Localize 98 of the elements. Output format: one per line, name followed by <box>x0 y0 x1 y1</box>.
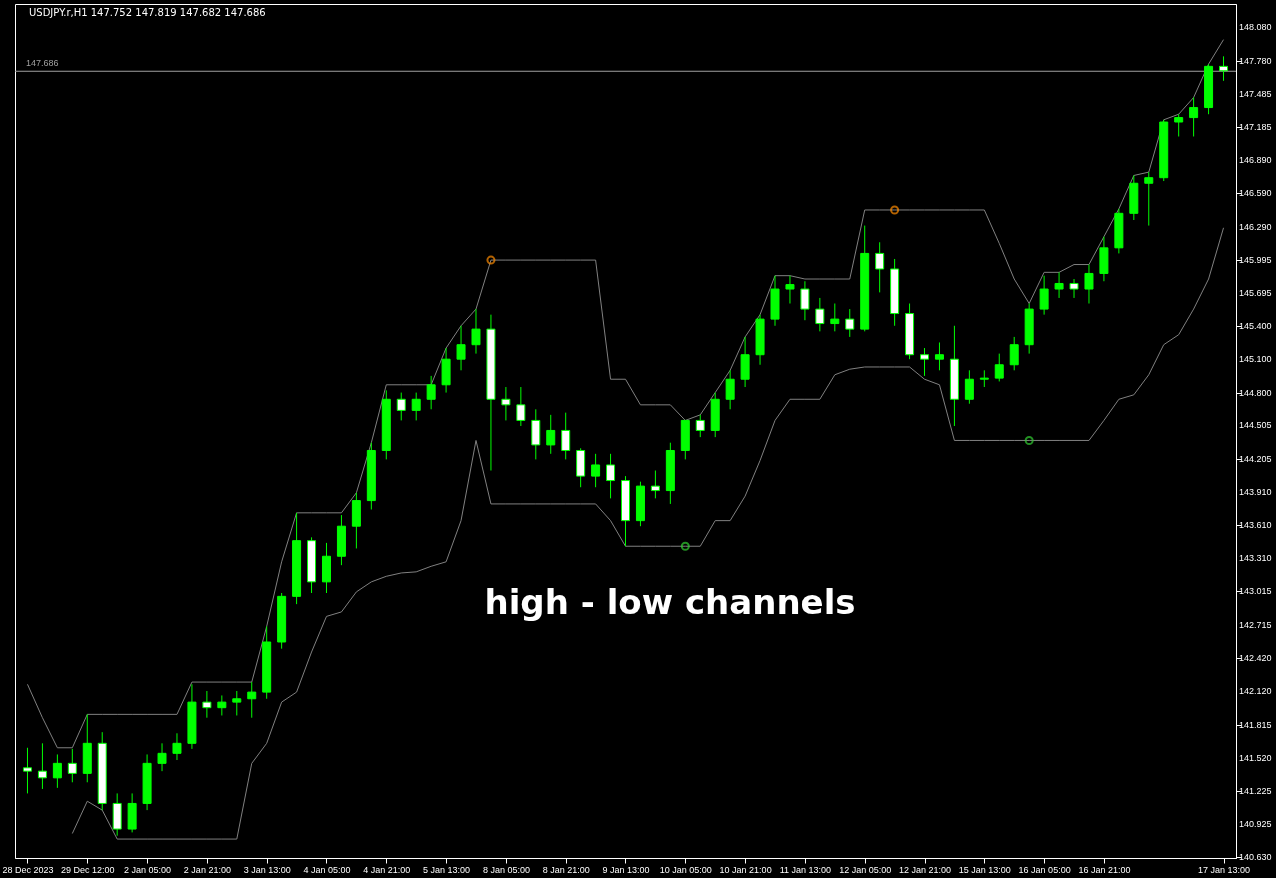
y-tick-label: 145.400 <box>1239 320 1272 331</box>
y-tick-label: 143.910 <box>1239 486 1272 497</box>
x-tick-label: 3 Jan 13:00 <box>243 864 291 875</box>
candlestick <box>546 414 556 455</box>
y-tick-label: 147.780 <box>1239 55 1272 66</box>
y-tick-label: 142.420 <box>1239 652 1272 663</box>
chart-title: USDJPY.r,H1 147.752 147.819 147.682 147.686 <box>29 7 266 18</box>
x-tick-label: 2 Jan 21:00 <box>183 864 231 875</box>
point <box>680 541 690 551</box>
candlestick <box>875 241 885 293</box>
y-tick-label: 146.890 <box>1239 154 1272 165</box>
candlestick <box>456 325 466 371</box>
candlestick <box>1144 171 1154 227</box>
candlestick <box>815 297 825 332</box>
candlestick <box>411 392 421 421</box>
candlestick <box>52 753 62 789</box>
y-tick-label: 142.715 <box>1239 619 1272 630</box>
point <box>486 255 496 265</box>
candlestick <box>591 453 601 488</box>
candlestick <box>1054 271 1064 299</box>
x-tick-label: 17 Jan 13:00 <box>1198 864 1251 875</box>
candlestick <box>232 690 242 716</box>
y-tick-label: 143.310 <box>1239 553 1272 564</box>
x-tick-label: 5 Jan 13:00 <box>423 864 471 875</box>
candlestick <box>920 347 930 377</box>
y-tick-label: 146.290 <box>1239 221 1272 232</box>
y-tick-label: 143.015 <box>1239 586 1272 597</box>
candlestick <box>1069 278 1079 299</box>
x-tick-label: 9 Jan 13:00 <box>602 864 650 875</box>
x-tick-label: 10 Jan 21:00 <box>719 864 772 875</box>
candlestick <box>800 280 810 321</box>
candlestick <box>516 386 526 427</box>
candlestick <box>830 303 840 332</box>
candlestick <box>396 392 406 421</box>
candlestick <box>426 375 436 410</box>
x-tick-label: 16 Jan 05:00 <box>1018 864 1071 875</box>
candlestick <box>650 470 660 499</box>
line-series <box>71 227 1225 840</box>
y-tick-label: 148.080 <box>1239 22 1272 33</box>
candlestick <box>1174 113 1184 137</box>
candlestick <box>964 369 974 405</box>
x-tick-label: 4 Jan 21:00 <box>363 864 411 875</box>
x-tick-label: 11 Jan 13:00 <box>779 864 832 875</box>
candlestick <box>67 748 77 783</box>
candlestick <box>725 369 735 410</box>
y-tick-label: 145.995 <box>1239 254 1272 265</box>
y-tick-label: 147.485 <box>1239 88 1272 99</box>
candlestick <box>606 453 616 499</box>
y-tick-label: 144.505 <box>1239 420 1272 431</box>
y-tick-label: 147.185 <box>1239 122 1272 133</box>
y-tick-label: 146.590 <box>1239 188 1272 199</box>
y-tick-label: 145.695 <box>1239 287 1272 298</box>
candlestick <box>22 747 32 794</box>
y-tick-label: 144.800 <box>1239 387 1272 398</box>
x-tick-label: 4 Jan 05:00 <box>303 864 351 875</box>
candlestick <box>785 275 795 305</box>
x-tick-label: 29 Dec 12:00 <box>61 864 115 875</box>
candlestick <box>172 732 182 761</box>
x-tick-label: 12 Jan 21:00 <box>898 864 952 875</box>
candlestick <box>695 414 705 438</box>
candlestick <box>501 386 511 421</box>
ref-line-label: 147.686 <box>26 58 59 69</box>
x-tick-label: 16 Jan 21:00 <box>1078 864 1131 875</box>
candlestick <box>1039 275 1049 316</box>
candlestick <box>37 742 47 790</box>
candlestick <box>202 690 212 719</box>
annotation: high - low channels <box>484 582 856 622</box>
x-tick-label: 28 Dec 2023 <box>2 864 54 875</box>
y-tick-label: 142.120 <box>1239 685 1272 696</box>
y-tick-label: 140.630 <box>1239 851 1272 862</box>
candlestick <box>845 308 855 338</box>
candlestick <box>1219 55 1229 82</box>
x-tick-label: 8 Jan 05:00 <box>482 864 530 875</box>
candlestick <box>471 308 481 355</box>
y-tick-label: 144.205 <box>1239 453 1272 464</box>
point <box>890 205 900 215</box>
y-tick-label: 145.100 <box>1239 354 1272 365</box>
candlestick <box>247 681 257 719</box>
candlestick <box>1189 97 1199 137</box>
y-tick-label: 141.815 <box>1239 719 1272 730</box>
y-tick-label: 143.610 <box>1239 520 1272 531</box>
y-tick-label: 141.520 <box>1239 752 1272 763</box>
candlestick <box>1009 336 1019 371</box>
line-series <box>26 39 1225 749</box>
y-tick-label: 141.225 <box>1239 785 1272 796</box>
candlestick <box>934 341 944 371</box>
candlestick <box>1084 264 1094 305</box>
y-tick-label: 140.925 <box>1239 819 1272 830</box>
x-tick-label: 2 Jan 05:00 <box>124 864 172 875</box>
x-tick-label: 12 Jan 05:00 <box>839 864 892 875</box>
candlestick <box>217 694 227 716</box>
candlestick <box>994 353 1004 382</box>
x-tick-label: 15 Jan 13:00 <box>958 864 1011 875</box>
candlestick <box>157 742 167 772</box>
x-tick-label: 8 Jan 21:00 <box>542 864 590 875</box>
candlestick <box>561 412 571 460</box>
x-tick-label: 10 Jan 05:00 <box>659 864 712 875</box>
point <box>1024 435 1034 445</box>
